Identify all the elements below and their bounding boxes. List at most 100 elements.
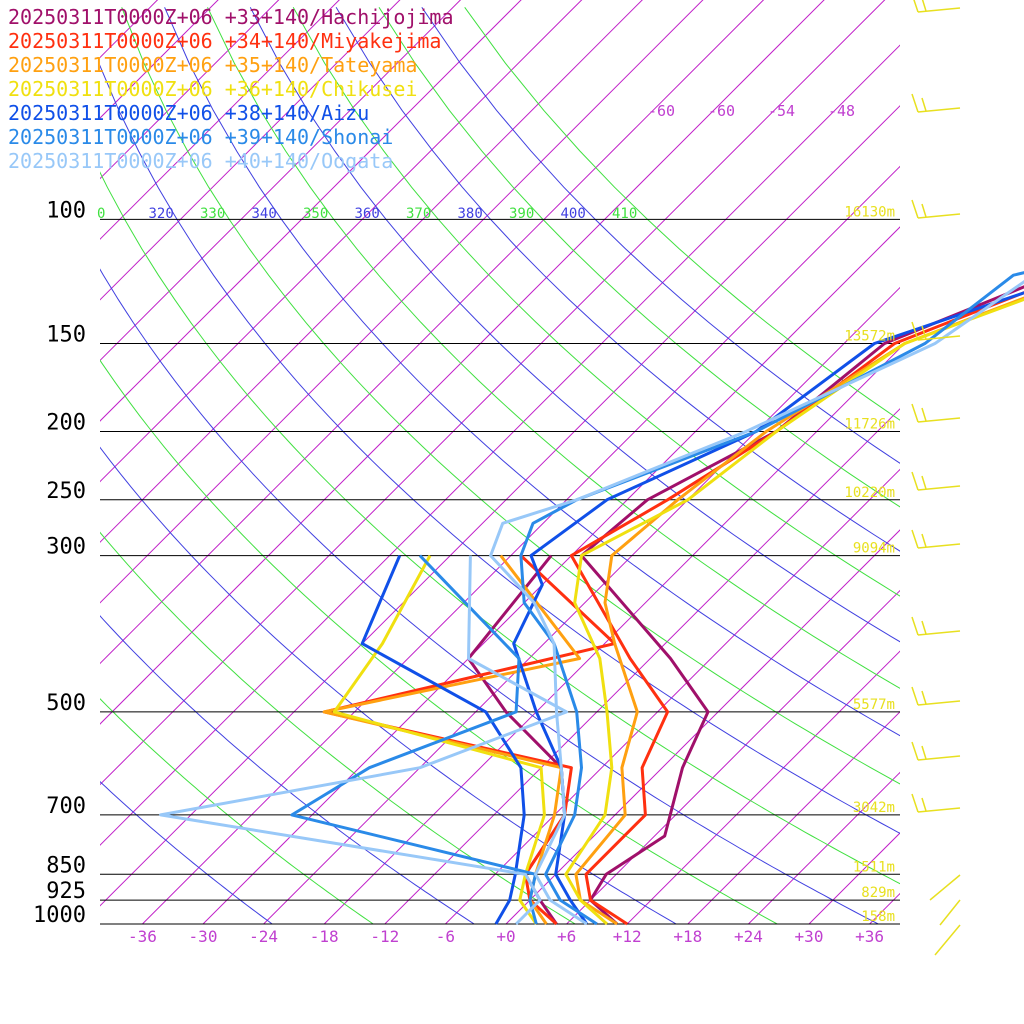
height-label: 829m (861, 885, 895, 901)
x-tick-label: -36 (128, 927, 157, 946)
wind-barb-flag (921, 745, 927, 760)
legend-entry: 20250311T0000Z+06 +34+140/Miyakejima (8, 29, 441, 53)
wind-barb (917, 807, 961, 813)
isotherm-line (100, 0, 765, 665)
x-tick-label: -24 (249, 927, 278, 946)
x-tick-label: +6 (557, 927, 576, 946)
x-tick-label: +12 (613, 927, 642, 946)
height-label: 10220m (844, 485, 895, 501)
wind-barb (917, 335, 961, 341)
wind-barb (934, 924, 961, 956)
wind-barb (917, 700, 961, 706)
legend-entry: 20250311T0000Z+06 +38+140/Aizu (8, 101, 369, 125)
x-tick-label: -30 (189, 927, 218, 946)
isotherm-line (100, 0, 643, 543)
wind-barb-flag (911, 793, 919, 813)
isotherm-line (100, 0, 340, 240)
height-label: 9094m (853, 541, 895, 557)
wind-barb-flag (911, 529, 919, 549)
pressure-label-700: 700 (46, 794, 86, 819)
theta-label: 360 (355, 206, 380, 222)
x-tick-label: -6 (436, 927, 455, 946)
isotherm-line (100, 44, 900, 846)
dry-adiabat (100, 64, 900, 834)
isotherm-line (323, 347, 900, 924)
theta-label: 320 (149, 206, 174, 222)
wind-barb (917, 630, 961, 636)
wind-barb-flag (921, 620, 927, 635)
wind-barb-flag (921, 97, 927, 112)
height-label: 16130m (844, 204, 895, 220)
wind-barb-flag (911, 741, 919, 761)
height-label: 11726m (844, 417, 895, 433)
theta-label: 0 (97, 206, 105, 222)
theta-label: 390 (509, 206, 534, 222)
isotherm-line (100, 0, 280, 180)
grid-layer (100, 0, 1024, 939)
isotherm-line (141, 165, 900, 924)
isotherm-line (565, 589, 900, 924)
wind-barb (917, 213, 961, 219)
dry-adiabat (164, 7, 900, 737)
wind-barb-flag (911, 93, 919, 113)
height-label: 3042m (853, 800, 895, 816)
legend-entry: 20250311T0000Z+06 +33+140/Hachijojima (8, 5, 454, 29)
wind-barb (917, 755, 961, 761)
theta-label: 350 (303, 206, 328, 222)
moist-adiabat (100, 531, 577, 924)
x-tick-label: +30 (795, 927, 824, 946)
dewpoint-line-7 (159, 555, 569, 926)
wind-barb-flag (921, 533, 927, 548)
wind-barb-flag (913, 0, 919, 13)
wind-barb (917, 107, 961, 113)
pressure-label-850: 850 (46, 853, 86, 878)
wind-barb-flag (921, 325, 927, 340)
isotherm-line (505, 529, 900, 924)
x-tick-label: +18 (673, 927, 702, 946)
pressure-lines (100, 218, 900, 925)
wind-barb (917, 417, 961, 423)
theta-label: 370 (406, 206, 431, 222)
isotherm-line (687, 711, 900, 924)
moist-adiabat (100, 359, 779, 924)
isotherm-line (976, 0, 1024, 939)
wind-barb-flag (911, 403, 919, 423)
pressure-label-300: 300 (46, 535, 86, 560)
wind-barb-flag (911, 199, 919, 219)
x-tick-label: +0 (496, 927, 515, 946)
dry-adiabat (249, 7, 900, 643)
legend-entry: 20250311T0000Z+06 +35+140/Tateyama (8, 53, 417, 77)
dewpoint-line-6 (290, 554, 538, 925)
dewpoint-line-5 (360, 555, 526, 925)
theta-label: 330 (200, 206, 225, 222)
temperature-line-5 (512, 291, 1024, 925)
theta-label: 400 (561, 206, 586, 222)
pressure-label-925: 925 (46, 879, 86, 904)
wind-barb (917, 7, 961, 13)
dry-adiabat (100, 615, 476, 924)
isotherm-label: -48 (828, 102, 855, 120)
temperature-line-6 (519, 271, 1024, 926)
isotherm-line (262, 286, 900, 924)
isotherm-line (100, 0, 886, 786)
isotherm-line (444, 468, 900, 924)
pressure-label-150: 150 (46, 322, 86, 347)
isotherm-line (100, 0, 462, 362)
dry-adiabat (100, 446, 678, 924)
pressure-label-500: 500 (46, 691, 86, 716)
legend-entry: 20250311T0000Z+06 +39+140/Shonai (8, 125, 393, 149)
legend: 20250311T0000Z+06 +33+140/Hachijojima202… (8, 5, 454, 173)
dewpoint-line-4 (332, 554, 546, 925)
isotherm-label: -54 (768, 102, 795, 120)
dewpoint-line-2 (322, 554, 617, 926)
moist-adiabat (100, 698, 375, 924)
wind-barb-flag (921, 407, 927, 422)
wind-barb (917, 485, 961, 491)
isotherm-line (100, 0, 522, 422)
x-tick-label: -18 (310, 927, 339, 946)
isotherm-line (100, 105, 900, 907)
isotherm-line (808, 832, 900, 924)
x-tick-label: +36 (855, 927, 884, 946)
